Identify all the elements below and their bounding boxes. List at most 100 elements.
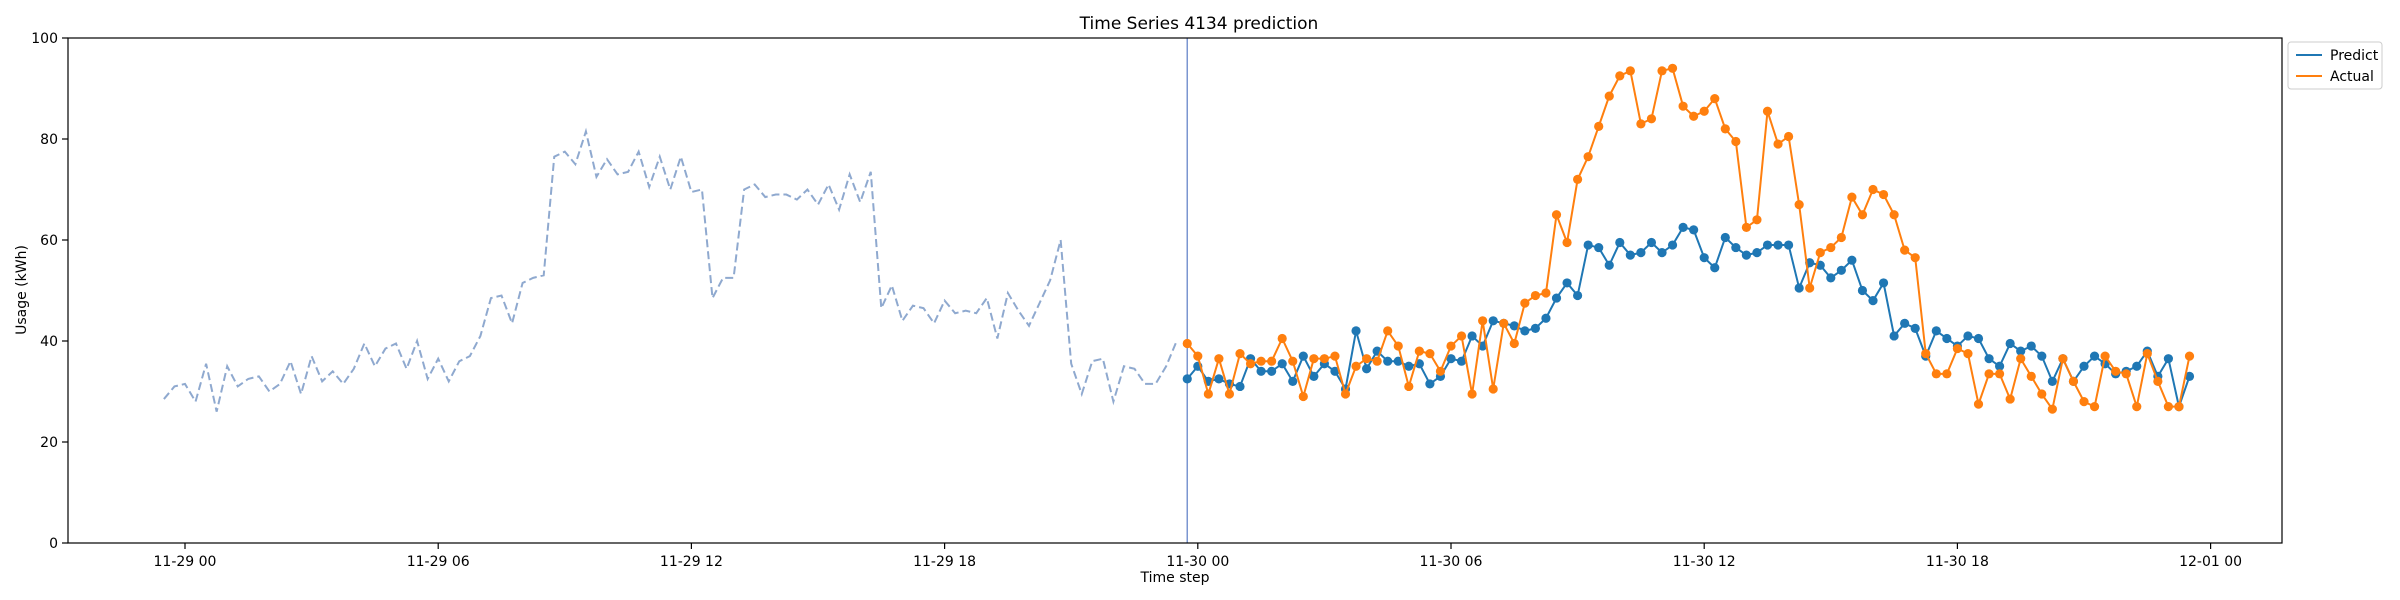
y-tick-label: 60 [40,233,58,249]
data-point-actual [1646,114,1657,124]
data-point-actual [1583,152,1593,162]
data-point-actual [1878,189,1889,200]
data-point-actual [1372,356,1382,366]
data-point-actual [1267,356,1277,366]
data-point-actual [1298,391,1308,402]
data-point-actual [1973,399,1984,409]
data-point-actual [1551,210,1562,220]
data-point-actual [1752,215,1762,225]
data-point-actual [1625,66,1635,76]
data-point-predict [1794,283,1804,293]
data-point-actual [1214,354,1224,364]
data-point-predict [1773,240,1783,250]
data-point-predict [1309,371,1319,381]
data-point-predict [2184,371,2195,381]
data-point-actual [1731,136,1741,147]
y-axis: 0 20 40 60 80 100 [31,31,68,552]
data-point-actual [1615,71,1625,81]
history-line [163,127,1178,412]
chart-title: Time Series 4134 prediction [1079,14,1319,34]
data-point-predict [1889,331,1899,341]
data-point-actual [1762,106,1773,116]
data-point-actual [1351,361,1361,371]
data-point-actual [1594,121,1604,131]
data-point-predict [1488,316,1498,326]
data-point-predict [1594,242,1604,253]
data-point-actual [2111,366,2121,376]
data-point-actual [1277,333,1287,344]
legend-label-predict: Predict [2330,48,2379,64]
data-point-predict [1784,240,1794,250]
data-point-predict [1393,356,1403,366]
data-point-predict [1551,293,1562,303]
data-point-actual [2016,354,2026,364]
data-point-predict [1330,366,1340,376]
data-point-actual [1499,318,1509,328]
data-point-predict [1530,323,1540,333]
data-point-predict [1646,237,1657,248]
data-point-predict [1689,225,1699,235]
data-point-actual [2153,376,2163,386]
legend-label-actual: Actual [2330,69,2374,85]
data-point-actual [1383,326,1393,336]
data-point-predict [1256,366,1266,376]
data-point-actual [1182,338,1192,349]
data-point-actual [1562,237,1572,248]
data-point-predict [2037,351,2047,361]
data-point-actual [1414,346,1424,356]
data-point-actual [1224,389,1235,399]
data-point-actual [1657,66,1667,76]
data-point-predict [1857,285,1868,296]
data-point-actual [2163,402,2173,412]
data-point-predict [1509,321,1519,331]
data-point-predict [1963,331,1973,341]
data-point-predict [2047,376,2057,386]
data-point-actual [1942,369,1952,379]
data-point-actual [1720,124,1730,134]
data-point-predict [1741,250,1751,260]
data-point-actual [2089,402,2100,412]
history-series [163,127,1178,412]
x-tick-label: 11-30 06 [1420,554,1483,570]
x-tick-label: 11-29 06 [407,554,470,570]
data-point-predict [1762,240,1773,250]
data-point-predict [1615,237,1625,248]
data-point-actual [2132,402,2142,412]
data-point-predict [1931,326,1941,336]
data-point-actual [1826,242,1836,253]
data-point-predict [1541,313,1551,323]
data-point-actual [1741,222,1751,232]
data-point-actual [1857,210,1868,220]
y-axis-label: Usage (kWh) [14,245,30,335]
data-point-predict [1456,356,1467,366]
data-point-actual [1773,139,1783,149]
x-tick-label: 11-30 00 [1166,554,1229,570]
data-point-predict [1235,381,1245,392]
data-point-predict [1520,326,1530,336]
data-point-predict [1710,263,1720,273]
data-point-predict [1362,364,1372,374]
x-axis-label: Time step [1140,570,1210,586]
data-point-actual [2005,394,2015,404]
data-point-actual [1931,369,1941,379]
data-point-predict [1351,326,1361,336]
data-point-predict [2089,351,2100,361]
data-point-predict [1657,248,1667,258]
data-point-predict [1182,374,1192,384]
data-point-predict [1984,354,1994,364]
data-point-predict [1847,255,1857,265]
data-point-actual [1330,351,1340,361]
data-point-predict [1667,240,1678,250]
data-point-actual [1235,349,1245,359]
y-tick-label: 80 [40,132,58,148]
series-line-predict [1186,226,2191,411]
data-point-actual [1340,389,1351,399]
data-point-actual [2047,404,2057,414]
data-point-predict [1298,351,1308,361]
x-tick-label: 11-30 18 [1926,554,1989,570]
data-point-actual [1478,316,1488,326]
data-point-actual [1984,369,1994,379]
data-point-actual [1900,245,1910,255]
data-point-actual [2079,397,2089,407]
